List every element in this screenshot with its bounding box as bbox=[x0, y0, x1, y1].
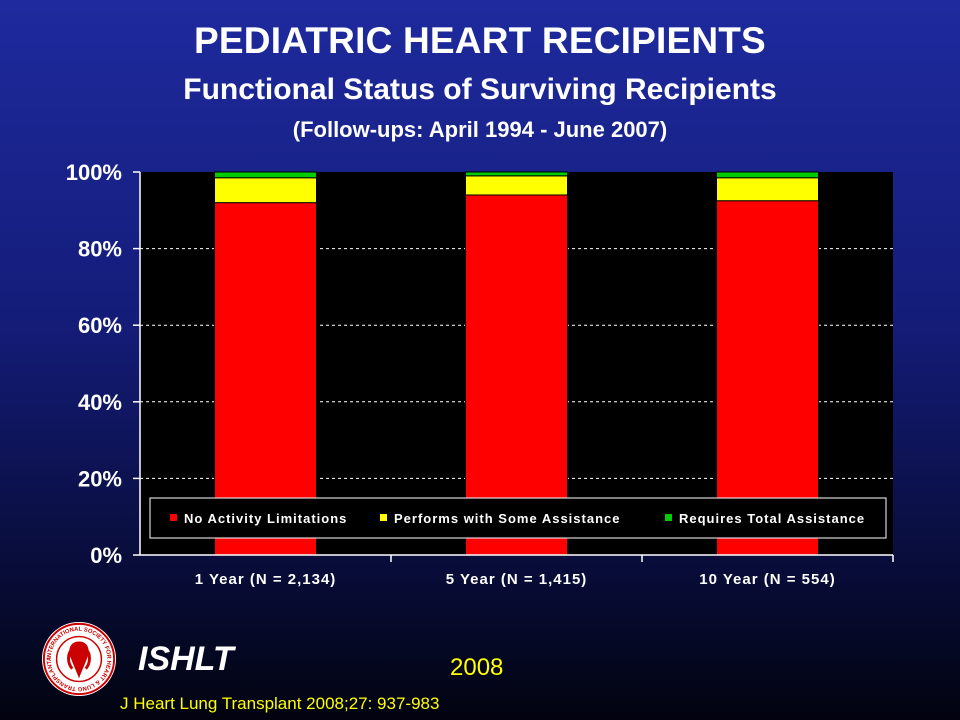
legend: No Activity Limitations Performs with Som… bbox=[149, 497, 887, 539]
chart-subtitle: Functional Status of Surviving Recipient… bbox=[183, 73, 777, 106]
legend-swatch bbox=[170, 514, 177, 521]
legend-label: No Activity Limitations bbox=[184, 511, 347, 526]
bar-segment bbox=[716, 177, 819, 202]
y-tick-label: 100% bbox=[66, 160, 122, 185]
chart-date-range: (Follow-ups: April 1994 - June 2007) bbox=[292, 117, 668, 142]
bar-segment bbox=[214, 177, 317, 204]
ishlt-logo: INTERNATIONAL SOCIETY FOR HEART & LUNG T… bbox=[40, 620, 117, 697]
bar-segment bbox=[214, 171, 317, 179]
organization-name: ISHLT bbox=[138, 640, 234, 678]
bar-segment bbox=[465, 194, 568, 556]
report-year: 2008 bbox=[450, 654, 504, 681]
legend-label: Requires Total Assistance bbox=[679, 511, 865, 526]
x-tick-label: 1 Year (N = 2,134) bbox=[195, 571, 337, 588]
bar-segment bbox=[214, 202, 317, 556]
x-tick-label: 5 Year (N = 1,415) bbox=[446, 571, 588, 588]
y-tick-label: 40% bbox=[78, 390, 122, 415]
axes: 0% 20% 40% 60% 80% 100% 1 Year (N = 2,134) 5 Ye… bbox=[66, 160, 894, 588]
legend-swatch bbox=[380, 514, 387, 521]
y-tick-label: 20% bbox=[78, 466, 122, 491]
bar-segment bbox=[716, 171, 819, 179]
bar-segment bbox=[716, 200, 819, 556]
citation: J Heart Lung Transplant 2008;27: 937-983 bbox=[120, 694, 440, 713]
legend-swatch bbox=[665, 514, 672, 521]
legend-label: Performs with Some Assistance bbox=[394, 511, 620, 526]
bar-segment bbox=[465, 171, 568, 177]
x-tick-label: 10 Year (N = 554) bbox=[699, 571, 835, 588]
chart-title: PEDIATRIC HEART RECIPIENTS bbox=[194, 20, 766, 61]
y-tick-label: 0% bbox=[90, 543, 122, 568]
bar-segment bbox=[465, 175, 568, 196]
legend-box bbox=[149, 497, 887, 539]
bars bbox=[214, 171, 819, 556]
y-tick-label: 60% bbox=[78, 313, 122, 338]
y-tick-label: 80% bbox=[78, 237, 122, 262]
